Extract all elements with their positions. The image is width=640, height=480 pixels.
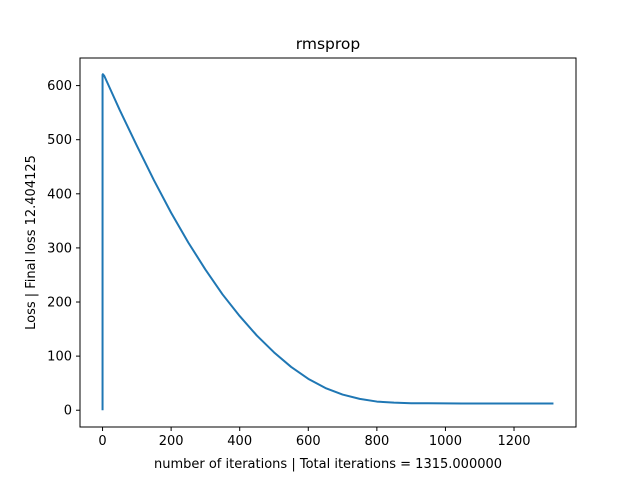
x-tick-label: 200 [159,434,184,449]
chart-title: rmsprop [296,35,360,53]
axes-frame [79,57,577,428]
x-tick-label: 0 [98,434,106,449]
y-tick-label: 200 [47,296,72,311]
y-tick-label: 100 [47,350,72,365]
x-axis-ticks: 0 200 400 600 800 1000 1200 [98,427,531,449]
y-axis-ticks: 0 100 200 300 400 500 600 [47,79,80,419]
x-tick-label: 600 [296,434,321,449]
y-tick-label: 600 [47,79,72,94]
y-tick-label: 500 [47,133,72,148]
y-tick-label: 300 [47,241,72,256]
x-tick-label: 1000 [429,434,462,449]
y-tick-label: 0 [64,404,72,419]
series-line-0 [101,73,554,411]
plot-area [101,73,554,411]
y-tick-label: 400 [47,187,72,202]
x-axis-label: number of iterations | Total iterations … [154,457,502,472]
x-tick-label: 800 [364,434,389,449]
x-tick-label: 1200 [497,434,530,449]
x-tick-label: 400 [227,434,252,449]
y-axis-label: Loss | Final loss 12.404125 [24,155,39,330]
